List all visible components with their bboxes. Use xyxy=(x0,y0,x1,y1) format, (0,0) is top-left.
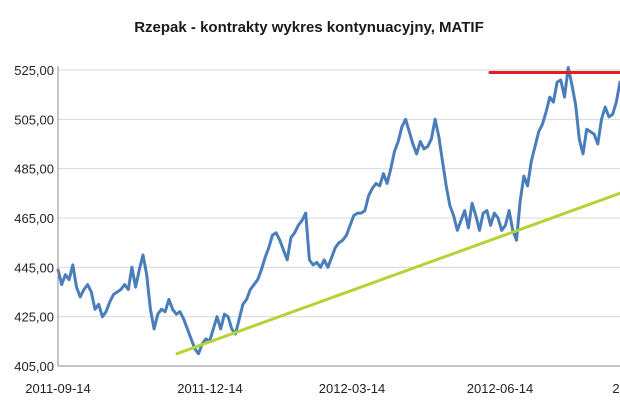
y-tick-label: 405,00 xyxy=(14,359,54,374)
x-tick-label: 2011-12-14 xyxy=(177,381,243,396)
price-line xyxy=(56,66,620,356)
x-tick-label: 2 xyxy=(612,381,619,396)
x-tick-label: 2012-06-14 xyxy=(467,381,534,396)
y-tick-label: 465,00 xyxy=(14,211,54,226)
grid xyxy=(58,69,620,318)
x-tick-label: 2012-03-14 xyxy=(319,381,386,396)
y-axis-ticks: 405,00 425,00 445,00 465,00 485,00 505,00 525,… xyxy=(14,63,54,374)
trend-line xyxy=(175,191,620,356)
y-tick-label: 485,00 xyxy=(14,162,54,177)
chart-title: Rzepak - kontrakty wykres kontynuacyjny,… xyxy=(134,19,484,36)
x-axis-ticks: 2011-09-14 2011-12-14 2012-03-14 2012-06-14… xyxy=(25,381,619,396)
y-tick-label: 525,00 xyxy=(14,63,54,78)
y-tick-label: 505,00 xyxy=(14,112,54,127)
y-tick-label: 445,00 xyxy=(14,260,54,275)
x-tick-label: 2011-09-14 xyxy=(25,381,91,396)
plot-series xyxy=(56,66,620,356)
y-tick-label: 425,00 xyxy=(14,310,54,325)
